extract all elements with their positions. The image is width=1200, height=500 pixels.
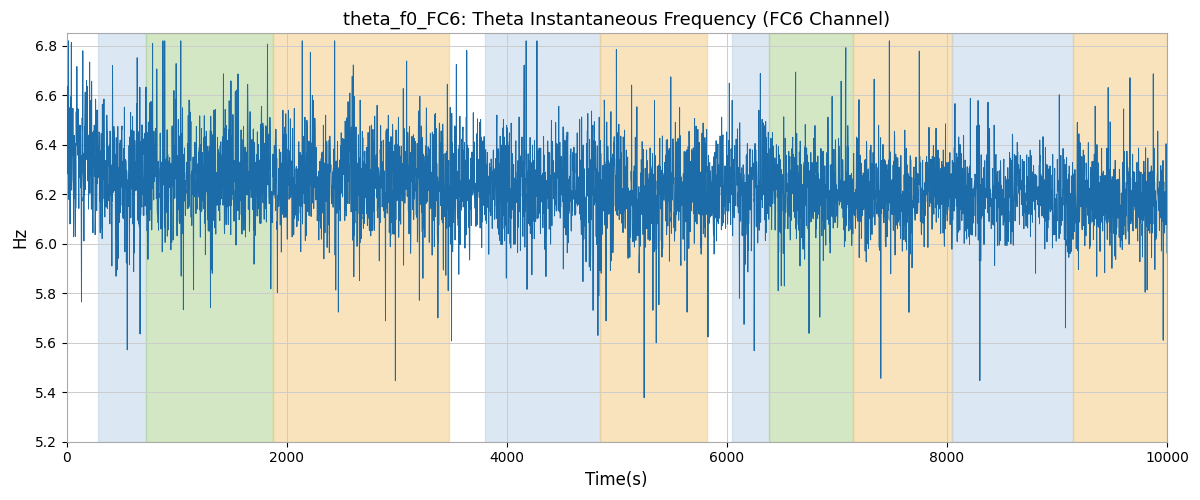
Bar	[953, 34, 1074, 442]
Bar	[98, 34, 145, 442]
Bar	[1074, 34, 1166, 442]
Bar	[732, 34, 768, 442]
Bar	[485, 34, 600, 442]
Bar	[145, 34, 274, 442]
Bar	[853, 34, 953, 442]
Bar	[274, 34, 450, 442]
Y-axis label: Hz: Hz	[11, 227, 29, 248]
Bar	[768, 34, 853, 442]
Bar	[600, 34, 707, 442]
Title: theta_f0_FC6: Theta Instantaneous Frequency (FC6 Channel): theta_f0_FC6: Theta Instantaneous Freque…	[343, 11, 890, 30]
X-axis label: Time(s): Time(s)	[586, 471, 648, 489]
